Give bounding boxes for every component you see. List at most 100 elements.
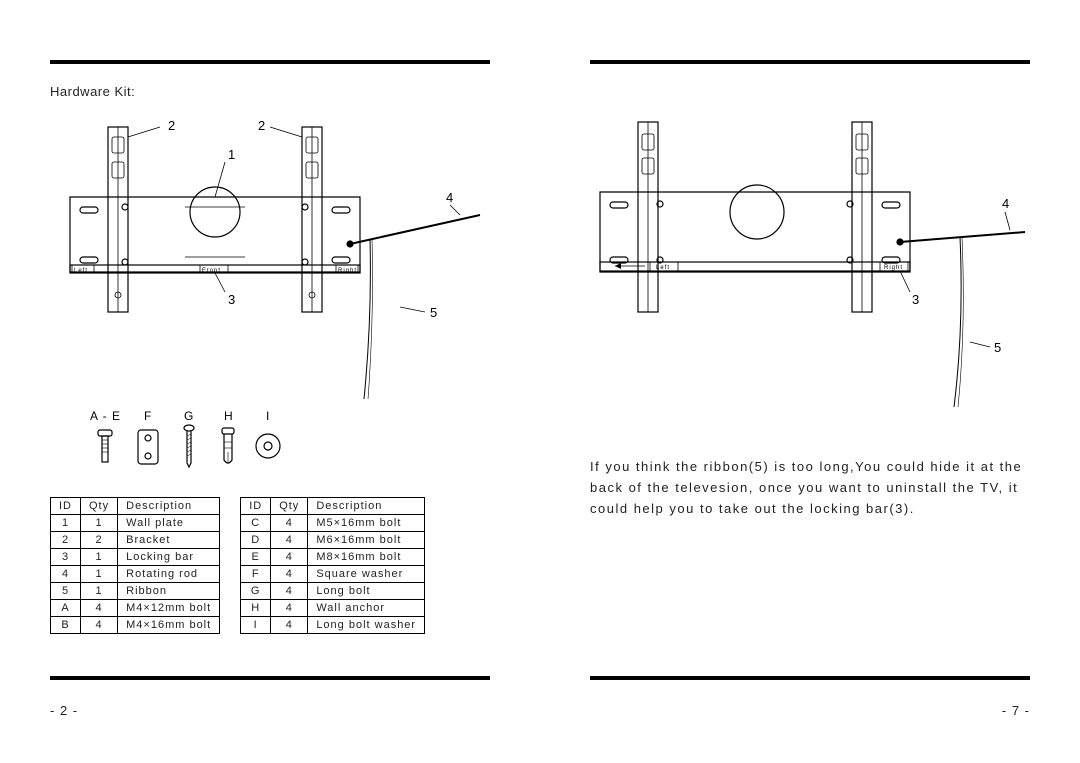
bolt-icon	[98, 430, 112, 462]
cell-desc: Long bolt	[308, 583, 425, 600]
cell-desc: M8×16mm bolt	[308, 549, 425, 566]
th-id: ID	[51, 498, 81, 515]
callout-4: 4	[446, 190, 454, 205]
cell-qty: 4	[271, 566, 308, 583]
label-h: H	[224, 409, 234, 423]
cell-desc: M5×16mm bolt	[308, 515, 425, 532]
cell-qty: 4	[271, 617, 308, 634]
table-row: I4Long bolt washer	[241, 617, 425, 634]
cell-id: I	[241, 617, 271, 634]
callout-4: 4	[1002, 196, 1010, 211]
cell-id: 5	[51, 583, 81, 600]
th-qty: Qty	[81, 498, 118, 515]
cell-qty: 4	[81, 600, 118, 617]
cell-desc: M4×16mm bolt	[118, 617, 220, 634]
callout-3: 3	[912, 292, 920, 307]
th-desc: Description	[118, 498, 220, 515]
cell-id: A	[51, 600, 81, 617]
cell-qty: 2	[81, 532, 118, 549]
assembly-diagram: 2 2 1 4 3 5 Left Front Right	[50, 107, 490, 417]
wall-anchor-icon	[222, 428, 234, 463]
instruction-text: If you think the ribbon(5) is too long,Y…	[590, 457, 1030, 519]
cell-desc: Ribbon	[118, 583, 220, 600]
label-f: F	[144, 409, 152, 423]
page-number: - 7 -	[1002, 703, 1030, 718]
bar-left-label: Left	[74, 268, 88, 274]
table-row: E4M8×16mm bolt	[241, 549, 425, 566]
square-washer-icon	[138, 430, 158, 464]
callout-2b: 2	[258, 118, 266, 133]
page-7: 4 3 5 Left Right If you think the ribbon…	[540, 0, 1080, 763]
cell-id: C	[241, 515, 271, 532]
cell-desc: Long bolt washer	[308, 617, 425, 634]
cell-id: 1	[51, 515, 81, 532]
label-g: G	[184, 409, 194, 423]
th-qty: Qty	[271, 498, 308, 515]
table-row: H4Wall anchor	[241, 600, 425, 617]
cell-desc: Square washer	[308, 566, 425, 583]
long-bolt-icon	[184, 425, 194, 467]
table-row: 31Locking bar	[51, 549, 220, 566]
th-desc: Description	[308, 498, 425, 515]
cell-qty: 1	[81, 583, 118, 600]
cell-id: G	[241, 583, 271, 600]
parts-tables: ID Qty Description 11Wall plate22Bracket…	[50, 497, 490, 634]
table-row: 22Bracket	[51, 532, 220, 549]
top-rule	[590, 60, 1030, 64]
table-row: 51Ribbon	[51, 583, 220, 600]
callout-3: 3	[228, 292, 236, 307]
cell-desc: Rotating rod	[118, 566, 220, 583]
cell-desc: Locking bar	[118, 549, 220, 566]
bar-left-label: Left	[656, 265, 670, 271]
hardware-icons: A - E F G H I	[50, 402, 490, 482]
cell-id: E	[241, 549, 271, 566]
cell-desc: M4×12mm bolt	[118, 600, 220, 617]
bottom-rule	[50, 676, 490, 680]
cell-qty: 4	[271, 515, 308, 532]
table-row: 11Wall plate	[51, 515, 220, 532]
bar-front-label: Front	[202, 268, 221, 274]
page-2: Hardware Kit:	[0, 0, 540, 763]
cell-qty: 4	[271, 532, 308, 549]
callout-1: 1	[228, 147, 236, 162]
parts-table-1: ID Qty Description 11Wall plate22Bracket…	[50, 497, 220, 634]
sheet: Hardware Kit:	[0, 0, 1080, 763]
section-title: Hardware Kit:	[50, 84, 490, 99]
cell-id: B	[51, 617, 81, 634]
table-row: C4M5×16mm bolt	[241, 515, 425, 532]
cell-qty: 4	[271, 549, 308, 566]
cell-id: 4	[51, 566, 81, 583]
bottom-rule	[590, 676, 1030, 680]
washer-icon	[256, 434, 280, 458]
cell-qty: 4	[81, 617, 118, 634]
table-row: F4Square washer	[241, 566, 425, 583]
parts-table-2: ID Qty Description C4M5×16mm boltD4M6×16…	[240, 497, 425, 634]
cell-desc: Wall plate	[118, 515, 220, 532]
cell-id: F	[241, 566, 271, 583]
cell-qty: 1	[81, 549, 118, 566]
cell-desc: M6×16mm bolt	[308, 532, 425, 549]
cell-id: 3	[51, 549, 81, 566]
cell-id: D	[241, 532, 271, 549]
cell-qty: 4	[271, 600, 308, 617]
table-row: 41Rotating rod	[51, 566, 220, 583]
callout-5: 5	[430, 305, 438, 320]
callout-5: 5	[994, 340, 1002, 355]
table-row: A4M4×12mm bolt	[51, 600, 220, 617]
cell-qty: 1	[81, 515, 118, 532]
callout-2a: 2	[168, 118, 176, 133]
table-row: B4M4×16mm bolt	[51, 617, 220, 634]
th-id: ID	[241, 498, 271, 515]
assembly-diagram-right: 4 3 5 Left Right	[590, 112, 1030, 422]
bar-right-label: Right	[338, 268, 357, 274]
label-ae: A - E	[90, 409, 121, 423]
cell-id: 2	[51, 532, 81, 549]
cell-id: H	[241, 600, 271, 617]
cell-qty: 1	[81, 566, 118, 583]
table-row: G4Long bolt	[241, 583, 425, 600]
page-number: - 2 -	[50, 703, 78, 718]
cell-desc: Bracket	[118, 532, 220, 549]
cell-desc: Wall anchor	[308, 600, 425, 617]
table-row: D4M6×16mm bolt	[241, 532, 425, 549]
cell-qty: 4	[271, 583, 308, 600]
